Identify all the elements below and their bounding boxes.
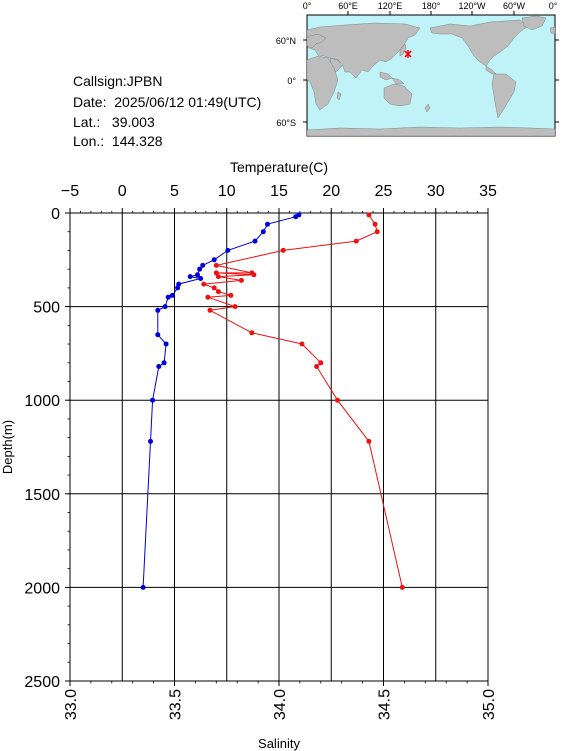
temperature-point <box>293 214 299 220</box>
callsign-text: Callsign:JPBN <box>73 73 163 89</box>
salinity-point <box>372 221 378 227</box>
temperature-tick-label: 10 <box>218 183 236 200</box>
temperature-point <box>169 292 175 298</box>
temperature-point <box>163 341 169 347</box>
temperature-point <box>161 360 167 366</box>
temperature-point <box>176 281 182 287</box>
salinity-point <box>335 397 340 403</box>
salinity-point <box>366 212 372 218</box>
temperature-point <box>198 276 204 281</box>
temperature-point <box>211 257 217 263</box>
salinity-point <box>314 364 320 369</box>
temperature-point <box>162 304 168 310</box>
salinity-point <box>399 584 405 590</box>
salinity-point <box>251 272 257 278</box>
salinity-point <box>249 330 255 336</box>
temperature-point <box>175 285 181 291</box>
salinity-tick-label: 33.0 <box>63 689 80 720</box>
map-lat-label: 60°N <box>276 36 296 46</box>
depth-tick-label: 500 <box>33 300 60 317</box>
salinity-point <box>207 307 213 313</box>
salinity-point <box>318 360 324 366</box>
temperature-point <box>225 247 231 253</box>
temperature-line <box>142 214 300 588</box>
date-text: Date: 2025/06/12 01:49(UTC) <box>73 94 262 110</box>
salinity-point <box>280 247 286 253</box>
temperature-point <box>187 274 193 280</box>
map-land <box>306 15 556 137</box>
depth-axis-label: Depth(m) <box>0 420 15 474</box>
temperature-tick-label: 20 <box>322 183 340 200</box>
temperature-tick-label: 0 <box>118 183 127 200</box>
salinity-tick-label: 35.0 <box>481 689 498 720</box>
temperature-point <box>156 364 162 369</box>
temperature-tick-label: 30 <box>427 183 445 200</box>
temperature-point <box>195 272 200 278</box>
salinity-point <box>201 281 207 287</box>
depth-tick-label: 0 <box>51 206 60 223</box>
salinity-point <box>228 292 234 298</box>
depth-tick-label: 2000 <box>24 580 60 597</box>
map-lat-label: 0° <box>287 76 296 86</box>
temperature-tick-label: 15 <box>270 183 288 200</box>
series-layer <box>140 212 405 590</box>
salinity-tick-label: 34.5 <box>377 689 394 720</box>
salinity-axis-label: Salinity <box>258 736 300 751</box>
map-lon-label: 180° <box>422 1 441 11</box>
salinity-point <box>215 274 221 280</box>
temperature-point <box>265 221 270 227</box>
salinity-point <box>374 229 380 235</box>
temperature-point <box>148 438 153 444</box>
temperature-point <box>165 294 171 300</box>
salinity-point <box>215 289 221 295</box>
chart-grid <box>69 212 489 682</box>
temperature-point <box>155 307 161 313</box>
salinity-point <box>205 294 211 300</box>
depth-tick-label: 1000 <box>24 393 60 410</box>
salinity-point <box>232 304 238 310</box>
map-lon-label: 60°W <box>503 1 526 11</box>
salinity-point <box>299 341 305 347</box>
temperature-tick-label: 25 <box>375 183 393 200</box>
map-lat-label: 60°S <box>276 118 296 128</box>
station-marker-icon <box>404 50 412 58</box>
temperature-point <box>200 262 206 268</box>
station-info: Callsign:JPBN Date: 2025/06/12 01:49(UTC… <box>73 0 261 149</box>
lat-text: Lat.: 39.003 <box>73 114 155 130</box>
salinity-point <box>211 285 217 291</box>
salinity-series <box>201 212 405 590</box>
temperature-point <box>197 266 203 272</box>
temperature-tick-label: 35 <box>479 183 497 200</box>
temperature-series <box>140 212 302 590</box>
temperature-point <box>150 397 156 403</box>
salinity-point <box>213 262 219 268</box>
salinity-line <box>203 214 403 588</box>
map-lon-label: 0° <box>303 1 312 11</box>
map-lon-label: 0° <box>549 1 558 11</box>
salinity-point <box>238 277 244 283</box>
depth-tick-label: 2500 <box>24 674 60 691</box>
lon-text: Lon.: 144.328 <box>73 133 163 149</box>
map-lon-label: 120°W <box>458 1 486 11</box>
salinity-point <box>353 238 359 244</box>
salinity-tick-label: 34.0 <box>272 689 289 720</box>
temperature-point <box>155 332 161 338</box>
map-lon-label: 120°E <box>378 1 403 11</box>
salinity-point <box>213 270 219 276</box>
temperature-axis-label: Temperature(C) <box>230 159 328 175</box>
map-lon-label: 60°E <box>338 1 358 11</box>
temperature-point <box>252 238 258 244</box>
salinity-point <box>366 438 372 444</box>
temperature-point <box>260 229 266 235</box>
temperature-tick-label: −5 <box>61 183 79 200</box>
world-map: 0° 60°E 120°E 180° 120°W 60°W 0° 60°N 0°… <box>276 1 559 137</box>
salinity-tick-label: 33.5 <box>168 689 185 720</box>
temperature-tick-label: 5 <box>170 183 179 200</box>
depth-tick-label: 1500 <box>24 487 60 504</box>
temperature-point <box>140 584 146 590</box>
